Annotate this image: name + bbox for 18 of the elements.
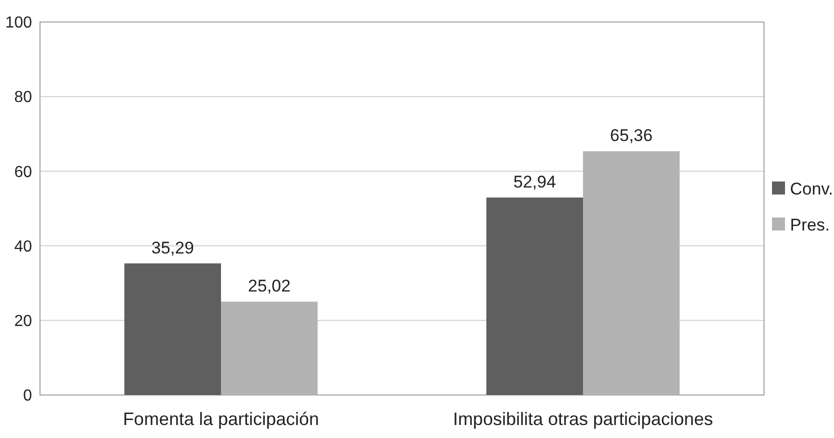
legend-label: Pres. [790,215,830,234]
bar [124,263,221,395]
data-label: 65,36 [610,126,653,146]
y-tick-label: 0 [23,388,32,405]
bar [221,302,318,395]
data-label: 52,94 [513,172,556,192]
y-tick-label: 20 [14,313,32,330]
y-tick-label: 100 [5,14,32,32]
data-label: 35,29 [151,238,194,258]
bar [486,198,583,395]
data-label: 25,02 [248,276,291,296]
y-tick-label: 40 [14,238,32,256]
legend-label: Conv. [790,179,834,198]
bar [583,151,680,395]
x-tick-label: Fomenta la participación [122,409,320,429]
y-tick-label: 80 [14,89,32,106]
y-tick-label: 60 [14,164,32,181]
x-tick-label: Imposibilita otras participaciones [452,409,714,429]
